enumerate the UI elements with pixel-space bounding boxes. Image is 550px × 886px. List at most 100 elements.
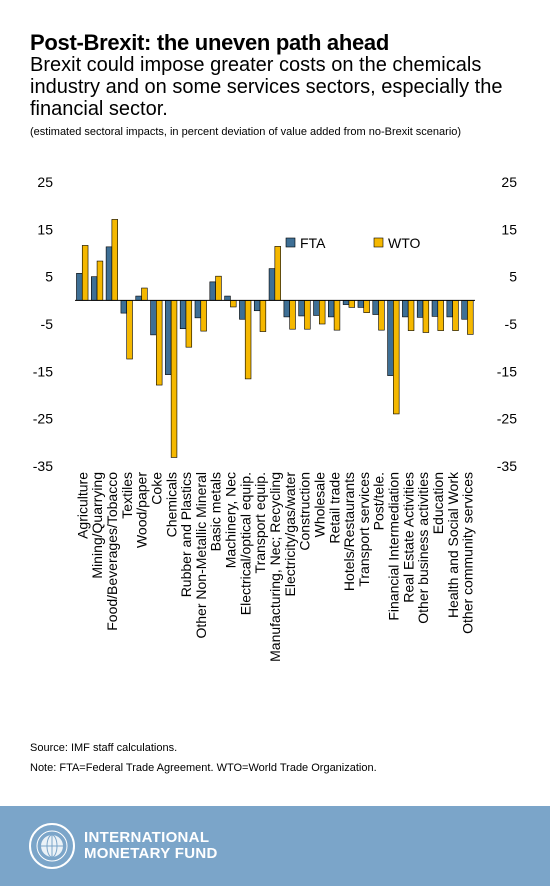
y-tick-label-right: -25 xyxy=(497,411,517,427)
bar-wto xyxy=(407,300,415,331)
bar-fta xyxy=(120,300,128,314)
bar-fta xyxy=(416,300,424,318)
bar-wto xyxy=(289,300,296,330)
x-tick-label: Retail trade xyxy=(326,472,342,544)
bar-fta xyxy=(239,300,246,320)
bar-fta xyxy=(357,300,365,308)
bar-wto xyxy=(363,300,370,313)
x-tick-label: Education xyxy=(430,472,446,534)
bar-fta xyxy=(253,300,261,312)
imf-wordmark-line2: MONETARY FUND xyxy=(84,845,218,862)
bar-fta xyxy=(209,281,216,301)
x-tick-label: Post/tele. xyxy=(371,472,387,530)
bar-fta xyxy=(402,300,409,318)
bar-wto xyxy=(200,300,207,332)
bar-fta xyxy=(268,268,276,301)
page-title: Post-Brexit: the uneven path ahead xyxy=(30,30,389,55)
y-tick-label-left: 25 xyxy=(37,174,53,190)
x-tick-label: Machinery, Nec xyxy=(223,472,239,568)
bar-wto xyxy=(452,300,459,331)
y-tick-label-left: -15 xyxy=(33,363,53,379)
bar-fta xyxy=(431,300,439,317)
x-tick-label: Real Estate Activities xyxy=(400,472,416,603)
bar-wto xyxy=(274,246,281,301)
x-tick-label: Transport equip. xyxy=(252,472,268,573)
imf-seal-icon xyxy=(29,823,75,869)
bar-fta xyxy=(224,295,231,301)
y-tick-label-left: -5 xyxy=(41,316,54,332)
bar-wto xyxy=(81,245,89,301)
bar-wto xyxy=(96,260,104,301)
x-tick-label: Mining/Quarrying xyxy=(89,472,105,579)
bar-wto xyxy=(393,300,400,415)
bar-wto xyxy=(230,300,237,308)
x-tick-label: Construction xyxy=(297,472,313,551)
y-tick-label-left: 5 xyxy=(45,269,53,285)
abbreviation-note: Note: FTA=Federal Trade Agreement. WTO=W… xyxy=(30,762,377,774)
bar-wto xyxy=(141,287,148,301)
bar-wto xyxy=(467,300,474,335)
bar-wto xyxy=(126,300,133,360)
x-tick-label: Agriculture xyxy=(74,472,90,539)
bar-fta xyxy=(194,300,202,319)
y-tick-label-right: 25 xyxy=(501,174,517,190)
y-tick-label-right: 15 xyxy=(501,221,517,237)
imf-wordmark: INTERNATIONAL MONETARY FUND xyxy=(84,830,218,862)
bar-fta xyxy=(91,276,98,301)
x-tick-label: Rubber and Plastics xyxy=(178,472,194,597)
bar-fta xyxy=(342,300,350,305)
bar-wto xyxy=(244,300,252,380)
bar-fta xyxy=(372,300,379,315)
x-tick-label: Health and Social Work xyxy=(445,471,461,618)
y-tick-label-right: 5 xyxy=(509,269,517,285)
x-tick-label: Other Non-Metallic Mineral xyxy=(193,472,209,639)
x-tick-label: Other business activities xyxy=(415,472,431,624)
bar-fta xyxy=(461,300,468,320)
bar-fta xyxy=(283,300,290,318)
bar-wto xyxy=(111,219,118,301)
x-tick-label: Electrical/optical equip. xyxy=(237,472,253,615)
bar-fta xyxy=(446,300,453,318)
bar-fta xyxy=(313,300,320,316)
bar-wto xyxy=(437,300,444,331)
x-tick-label: Hotels/Restaurants xyxy=(341,472,357,591)
y-tick-label-left: -25 xyxy=(33,411,53,427)
legend-label-fta: FTA xyxy=(300,235,326,251)
bar-fta xyxy=(387,300,394,376)
x-tick-label: Food/Beverages/Tobacco xyxy=(104,472,120,631)
x-tick-label: Chemicals xyxy=(163,472,179,537)
page-subtitle: Brexit could impose greater costs on the… xyxy=(30,54,503,120)
legend-swatch-wto xyxy=(373,237,384,248)
y-tick-label-right: -35 xyxy=(497,458,517,474)
x-tick-label: Transport services xyxy=(356,472,372,587)
bar-wto xyxy=(348,300,356,308)
bar-fta xyxy=(165,300,172,375)
bar-wto xyxy=(259,300,267,332)
x-tick-label: Wholesale xyxy=(311,472,327,538)
x-tick-label: Basic metals xyxy=(208,472,224,551)
imf-wordmark-line1: INTERNATIONAL xyxy=(84,829,210,846)
imf-footer-banner: INTERNATIONAL MONETARY FUND xyxy=(0,806,550,886)
legend-swatch-fta xyxy=(285,237,296,248)
bar-wto xyxy=(378,300,385,331)
source-note: Source: IMF staff calculations. xyxy=(30,742,178,754)
bar-chart: 25 25 15 15 5 5 -5 -5 -15 -15 -25 -25 -35 -35 Agricult… xyxy=(33,174,517,662)
x-tick-label: Textiles xyxy=(119,472,135,519)
bar-wto xyxy=(170,300,178,458)
x-tick-label: Electricity/gas/water xyxy=(282,472,298,597)
bar-wto xyxy=(422,300,430,333)
y-tick-label-right: -15 xyxy=(497,363,517,379)
bar-wto xyxy=(185,300,193,348)
legend-label-wto: WTO xyxy=(388,235,421,251)
bar-wto xyxy=(215,275,222,301)
bar-fta xyxy=(105,246,113,301)
bar-fta xyxy=(135,295,142,301)
bar-wto xyxy=(333,300,341,331)
x-tick-label: Manufacturing, Nec; Recycling xyxy=(267,472,283,662)
bar-fta xyxy=(298,300,305,317)
x-tick-label: Other community services xyxy=(460,472,476,634)
bar-fta xyxy=(179,300,187,330)
bar-wto xyxy=(304,300,311,330)
x-tick-label: Financial Intermediation xyxy=(386,472,402,621)
bar-fta xyxy=(328,300,335,318)
